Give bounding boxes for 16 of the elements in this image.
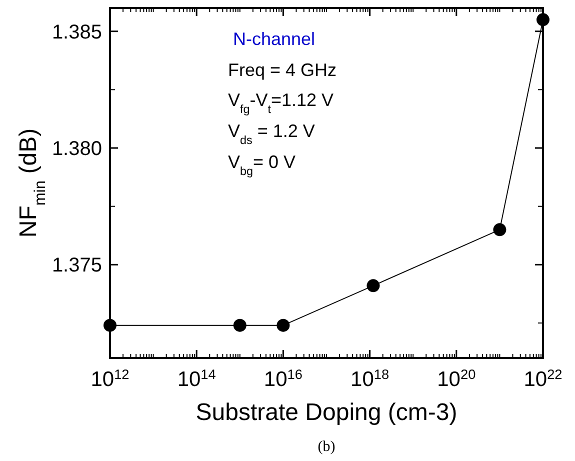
- x-axis-title: Substrate Doping (cm-3): [196, 399, 458, 426]
- annotation: V$_{bg}$= 0 V: [228, 152, 296, 178]
- annotation: Freq = 4 GHz: [228, 60, 337, 80]
- annotation: N-channel: [233, 29, 316, 49]
- x-tick-label: 10$^{16}$: [264, 366, 302, 391]
- x-tick-label: 10$^{20}$: [437, 366, 476, 391]
- annotation: V$_{ds}$ = 1.2 V: [228, 121, 315, 146]
- y-tick-label: 1.385: [52, 21, 102, 44]
- x-tick-label: 10$^{22}$: [524, 366, 562, 391]
- x-tick-label: 10$^{18}$: [350, 366, 390, 391]
- x-tick-label: 10$^{12}$: [90, 366, 130, 391]
- annotation: V$_{fg}$-V$_{t}$=1.12 V: [228, 90, 334, 116]
- text: (b): [318, 439, 336, 455]
- y-tick-label: 1.375: [52, 254, 102, 277]
- x-tick-label: 10$^{14}$: [177, 366, 216, 391]
- y-tick-label: 1.380: [52, 138, 102, 160]
